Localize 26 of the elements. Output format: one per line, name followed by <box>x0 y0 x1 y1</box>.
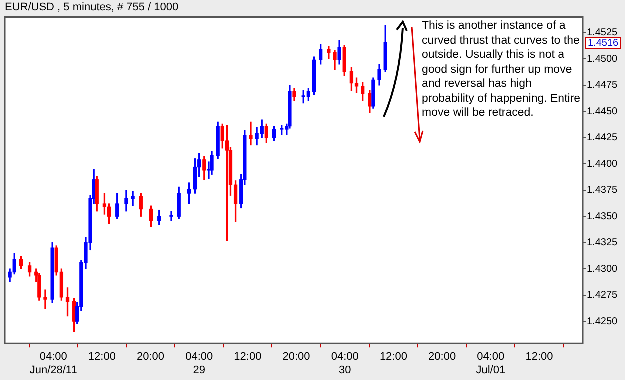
y-tick-label: 1.4450 <box>587 106 618 118</box>
annotation: This is another instance of a curved thrust that curves to the outside. Usually this is not a good sign for further up move and reversal has high probability of happening. Entire move will be retraced. <box>422 19 582 120</box>
x-tick-label: 12:00 <box>234 351 262 364</box>
y-tick-label: 1.4525 <box>587 28 618 39</box>
x-tick-label: 12:00 <box>380 351 408 364</box>
y-tick-label: 1.4500 <box>587 54 618 65</box>
annotation: 1.4516 <box>588 38 620 50</box>
x-tick-label: 20:00 <box>428 351 456 364</box>
y-tick-label: 1.4325 <box>587 238 618 249</box>
x-tick-label: 20:00 <box>137 351 165 364</box>
x-tick-label: 04:00 Jul/01 <box>476 351 506 376</box>
x-tick-label: 20:00 <box>282 351 310 364</box>
y-tick-label: 1.4475 <box>587 80 618 92</box>
y-tick-label: 1.4425 <box>587 132 618 144</box>
x-tick-label: 12:00 <box>88 351 116 364</box>
y-tick-label: 1.4250 <box>587 316 618 328</box>
y-tick-label: 1.4375 <box>587 185 618 196</box>
x-tick-label: 12:00 <box>526 351 554 364</box>
y-tick-label: 1.4300 <box>587 264 618 275</box>
chart-title: EUR/USD , 5 minutes, # 755 / 1000 <box>5 2 179 14</box>
y-tick-label: 1.4350 <box>587 211 618 222</box>
y-tick-label: 1.4400 <box>587 158 618 170</box>
x-tick-label: 04:00 29 <box>186 351 214 376</box>
x-tick-label: 04:00 Jun/28/11 <box>30 351 78 376</box>
x-tick-label: 04:00 30 <box>331 351 359 376</box>
y-tick-label: 1.4275 <box>587 290 618 302</box>
